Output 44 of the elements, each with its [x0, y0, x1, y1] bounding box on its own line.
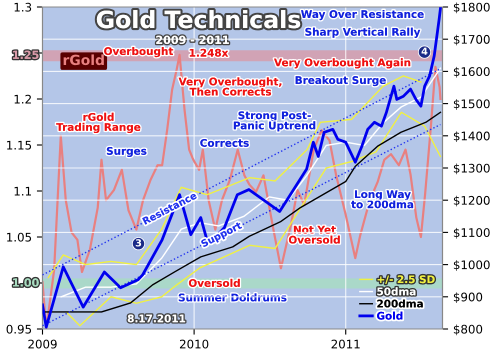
- annotation: Not Yet Oversold: [288, 226, 340, 244]
- y-tick-label: 0.95: [6, 324, 32, 334]
- y2-tick-label: $1000: [454, 260, 490, 271]
- annotation: 4: [422, 48, 428, 55]
- x-tick-label: 2009: [28, 340, 57, 349]
- annotation: Very Overbought, Then Corrects: [178, 77, 282, 96]
- y-tick-label: 1.05: [7, 232, 32, 242]
- annotation: Overbought: [104, 47, 174, 58]
- y2-tick-label: $1200: [454, 196, 490, 206]
- annotation: Oversold: [188, 278, 240, 287]
- y-tick-label: 1.15: [7, 140, 32, 150]
- y2-tick-label: $1300: [454, 164, 490, 174]
- legend-label: 50dma: [377, 287, 416, 296]
- y2-tick-label: $1800: [454, 2, 490, 14]
- annotation: Very Overbought Again: [274, 58, 410, 68]
- y-tick-label: 1.1: [14, 186, 31, 196]
- band-label: 1.00: [13, 278, 39, 287]
- legend-label: Gold: [377, 312, 402, 320]
- y2-tick-label: $1500: [454, 99, 490, 110]
- annotation: Corrects: [200, 138, 249, 147]
- annotation: rGold Trading Range: [56, 112, 140, 134]
- annotation: Breakout Surge: [296, 76, 386, 86]
- y2-tick-label: $900: [454, 292, 482, 304]
- x-tick-label: 2011: [332, 340, 360, 349]
- y-tick-label: 1.3: [14, 2, 32, 12]
- y2-tick-label: $1600: [454, 66, 490, 78]
- legend-label: +/- 2.5 SD: [378, 275, 435, 284]
- annotation: Summer Doldrums: [178, 293, 286, 302]
- annotation: 1.248x: [190, 48, 228, 57]
- text: rGold: [64, 54, 104, 66]
- y-tick-label: 1.2: [14, 94, 31, 104]
- annotation: Way Over Resistance: [301, 10, 424, 20]
- x-tick-label: 2010: [180, 340, 208, 349]
- y2-tick-label: $1100: [454, 228, 490, 239]
- legend-label: 200dma: [377, 299, 423, 308]
- annotation: Surges: [106, 146, 146, 157]
- y2-tick-label: $1400: [454, 131, 490, 142]
- y2-tick-label: $800: [454, 324, 482, 336]
- annotation: 8.17.2011: [128, 314, 186, 322]
- annotation: 3: [136, 239, 142, 246]
- annotation: Strong Post- Panic Uptrend: [234, 111, 316, 132]
- y2-tick-label: $1700: [454, 34, 490, 46]
- band-label: 1.25: [13, 50, 39, 59]
- annotation: Sharp Vertical Rally: [305, 28, 420, 38]
